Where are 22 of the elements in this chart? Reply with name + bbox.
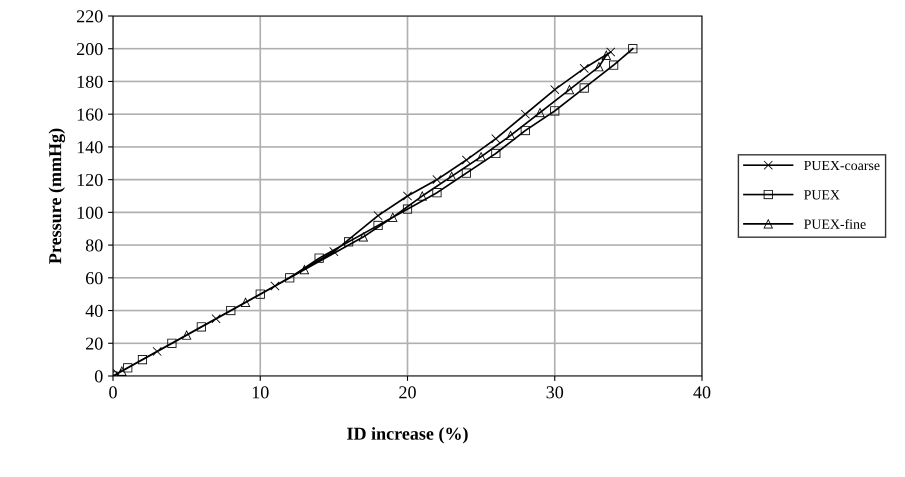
x-tick-label: 0 xyxy=(109,386,117,398)
y-tick-label: 0 xyxy=(94,370,103,382)
x-tick-label: 10 xyxy=(252,386,269,398)
y-tick-label: 220 xyxy=(76,10,103,22)
y-tick-label: 140 xyxy=(78,141,103,154)
y-tick-label: 40 xyxy=(86,304,103,317)
y-tick-label: 160 xyxy=(78,108,103,121)
x-axis-title: ID increase (%) xyxy=(347,427,468,444)
legend-label: PUEX-coarse xyxy=(804,160,880,170)
legend-label: PUEX-fine xyxy=(804,218,866,229)
x-tick-label: 30 xyxy=(546,386,564,398)
x-tick-label: 40 xyxy=(693,386,710,398)
y-tick-label: 60 xyxy=(86,272,103,284)
x-tick-label: 20 xyxy=(399,386,416,398)
y-tick-label: 120 xyxy=(78,174,103,186)
y-tick-label: 200 xyxy=(76,42,103,56)
y-tick-label: 80 xyxy=(86,239,103,252)
y-axis-title: Pressure (mmHg) xyxy=(48,128,66,264)
legend-label: PUEX xyxy=(804,190,840,200)
y-tick-label: 20 xyxy=(86,338,103,350)
y-tick-label: 100 xyxy=(78,206,103,219)
y-tick-label: 180 xyxy=(78,76,103,88)
